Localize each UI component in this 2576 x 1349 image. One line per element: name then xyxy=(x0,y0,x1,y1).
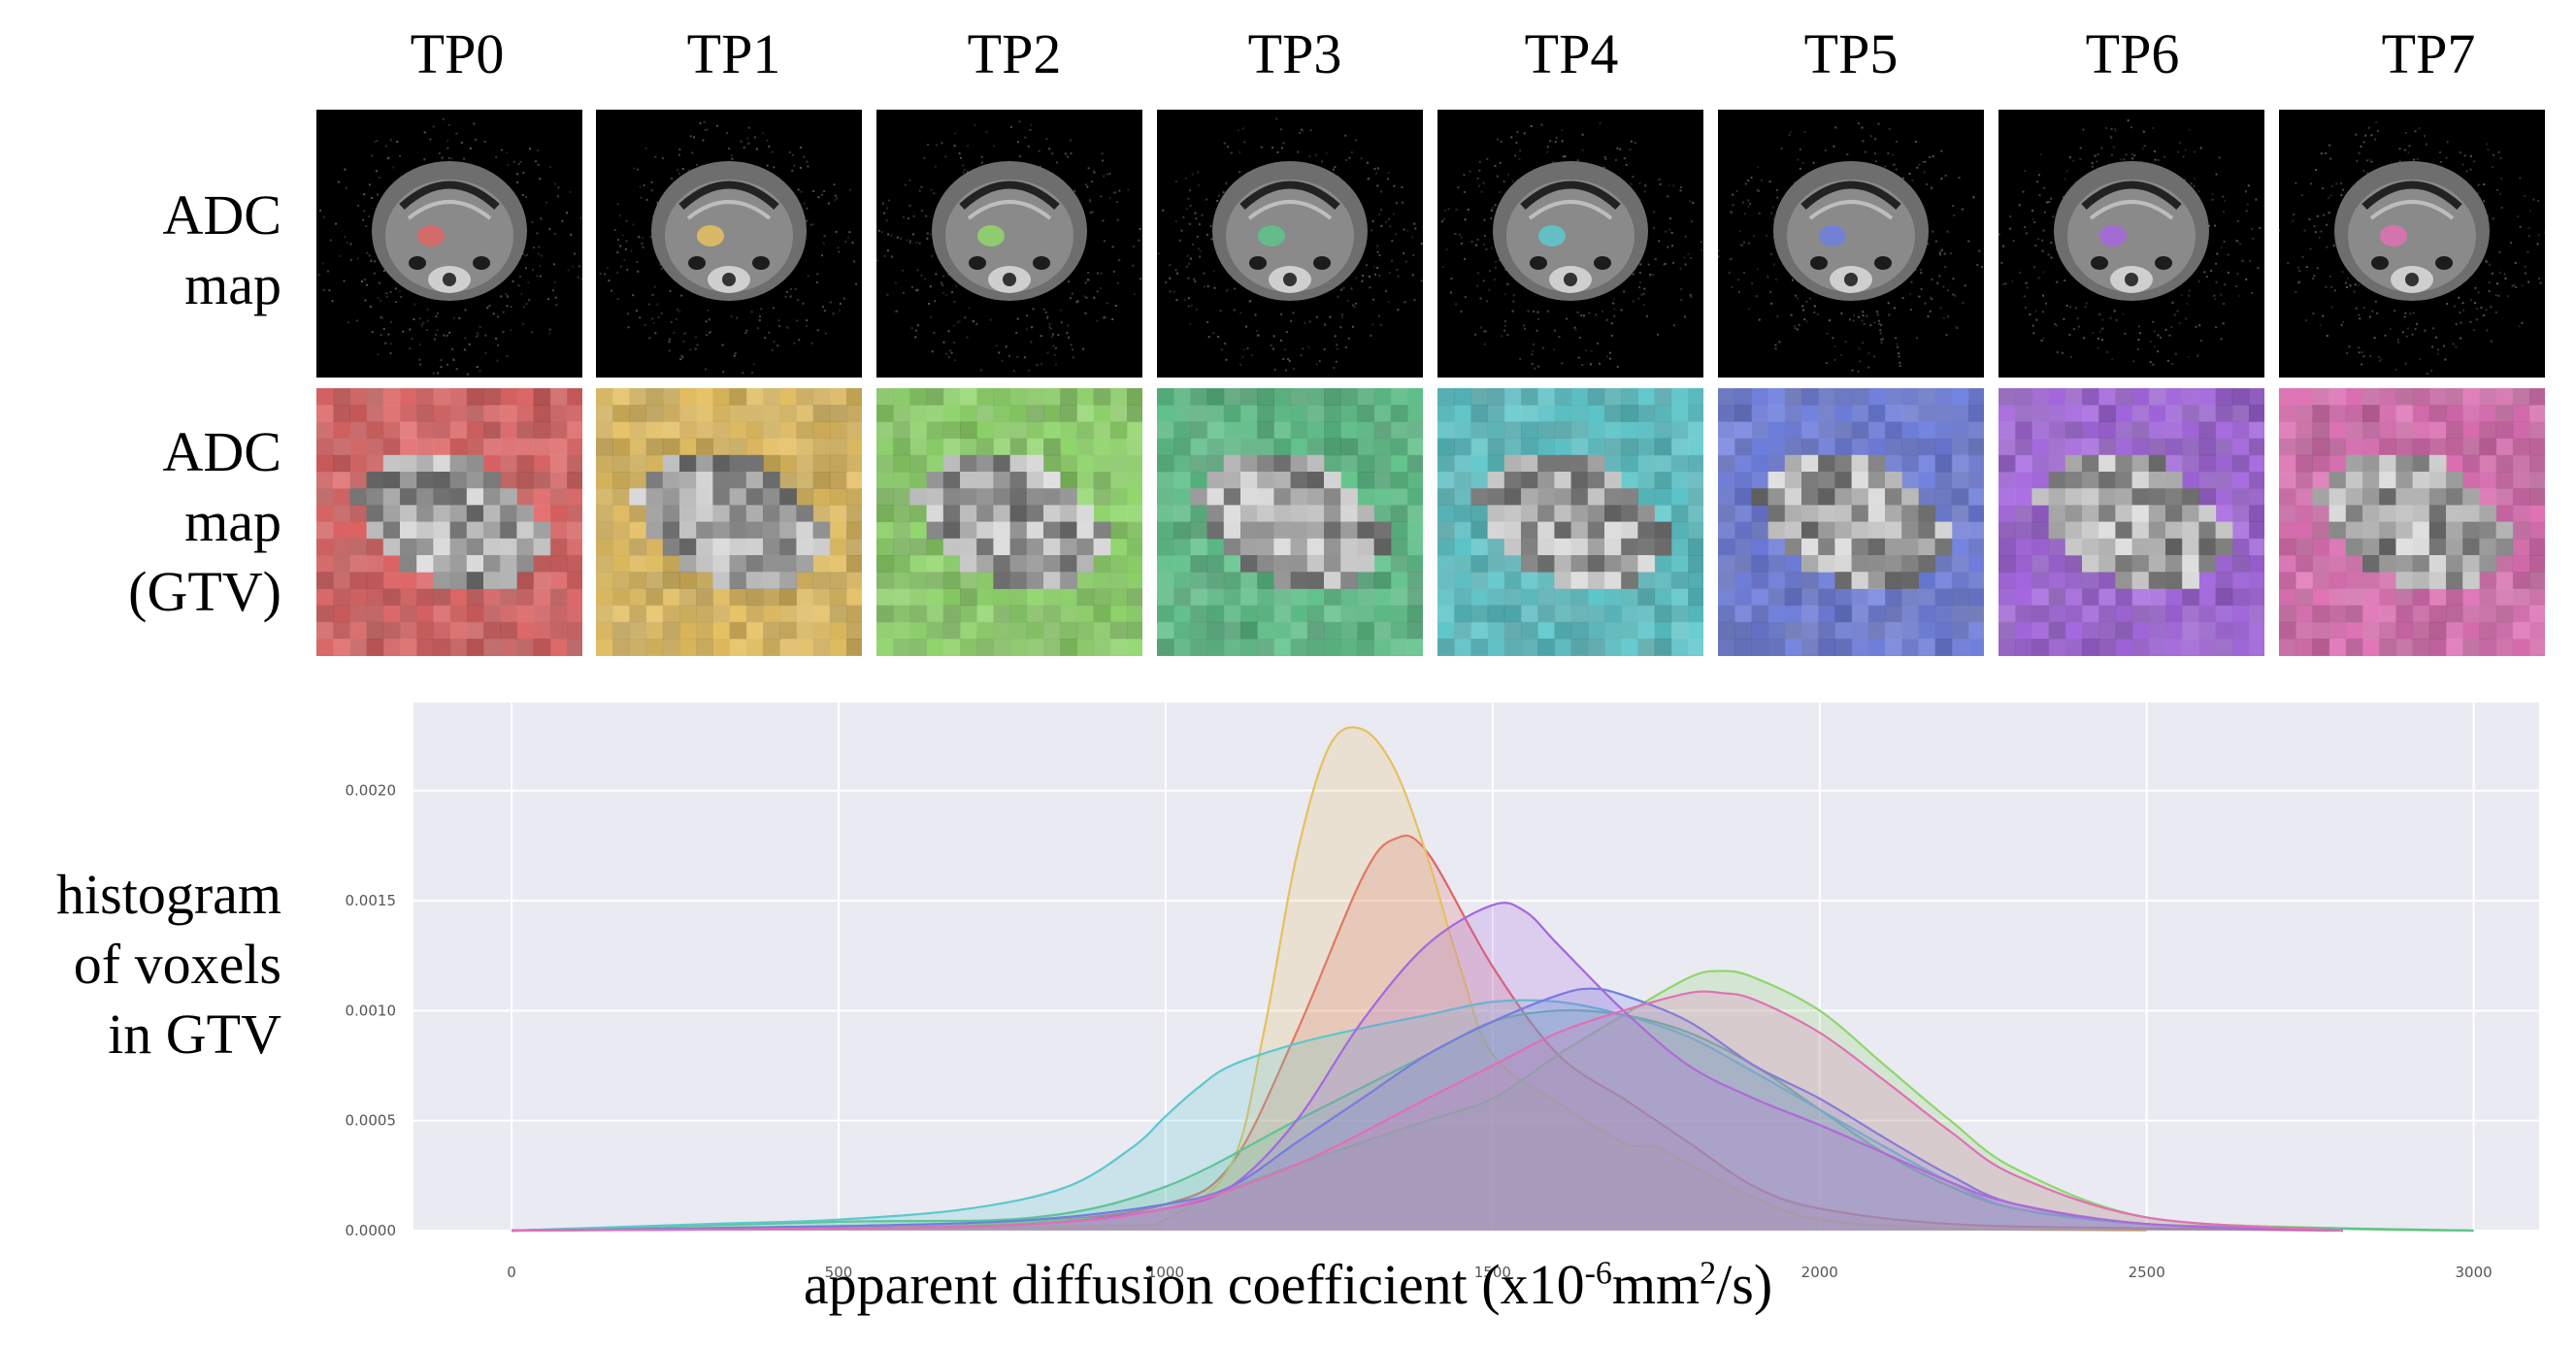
line-tp7 xyxy=(512,990,2343,1233)
tp-label-1: TP1 xyxy=(686,22,781,85)
x-axis-label: apparent diffusion coefficient (x10-6mm2… xyxy=(0,1252,2576,1317)
x-tick-label: 500 xyxy=(825,1264,853,1281)
y-tick-label: 0.0005 xyxy=(346,1112,397,1130)
x-tick-label: 2000 xyxy=(1801,1264,1838,1281)
area-tp0 xyxy=(512,836,2343,1231)
row-label-histogram: histogram of voxels in GTV xyxy=(56,860,281,1069)
area-tp4 xyxy=(512,1000,2343,1231)
adc-scan-tp3 xyxy=(1157,110,1423,378)
x-tick-label: 0 xyxy=(507,1264,516,1281)
adc-gtv-tp3 xyxy=(1157,388,1423,656)
tp-label-7: TP7 xyxy=(2381,22,2476,85)
area-tp6 xyxy=(512,903,2343,1231)
row-label-adc-line1: ADC xyxy=(162,183,281,247)
x-axis-label-exp1: -6 xyxy=(1584,1255,1612,1292)
adc-scan-tp7 xyxy=(2279,110,2545,378)
line-tp2 xyxy=(512,970,2474,1233)
area-tp1 xyxy=(512,727,2147,1231)
y-tick-label: 0.0000 xyxy=(346,1222,397,1239)
row-label-hist-line3: in GTV xyxy=(108,1003,281,1066)
row-label-hist-line2: of voxels xyxy=(73,933,281,996)
tp-label-6: TP6 xyxy=(2085,22,2180,85)
adc-scan-tp1 xyxy=(596,110,862,378)
x-axis-label-exp2: 2 xyxy=(1700,1255,1717,1292)
adc-gtv-tp0 xyxy=(316,388,582,656)
row-label-adc-map-gtv: ADC map (GTV) xyxy=(128,417,281,627)
y-tick-label: 0.0020 xyxy=(346,782,397,800)
adc-gtv-tp5 xyxy=(1718,388,1984,656)
adc-scan-tp0 xyxy=(316,110,582,378)
adc-scan-tp4 xyxy=(1437,110,1703,378)
x-axis-label-mid: mm xyxy=(1611,1253,1701,1316)
x-tick-label: 3000 xyxy=(2456,1264,2493,1281)
line-tp1 xyxy=(512,726,2147,1233)
tp-label-4: TP4 xyxy=(1524,22,1619,85)
area-tp5 xyxy=(512,988,2343,1231)
tp-label-0: TP0 xyxy=(410,22,505,85)
x-tick-label: 1500 xyxy=(1474,1264,1511,1281)
x-axis-label-main: apparent diffusion coefficient (x10 xyxy=(803,1253,1585,1316)
row-label-gtv-line2: map xyxy=(184,490,281,553)
adc-gtv-tp6 xyxy=(1998,388,2264,656)
adc-gtv-tp1 xyxy=(596,388,862,656)
tp-label-5: TP5 xyxy=(1803,22,1899,85)
area-tp2 xyxy=(512,971,2474,1231)
row-label-gtv-line1: ADC xyxy=(162,420,281,483)
adc-scan-tp6 xyxy=(1998,110,2264,378)
x-axis-label-end: /s) xyxy=(1716,1253,1773,1316)
y-tick-label: 0.0015 xyxy=(346,892,397,909)
adc-scan-tp5 xyxy=(1718,110,1984,378)
tp-label-2: TP2 xyxy=(967,22,1062,85)
area-tp7 xyxy=(512,991,2343,1231)
row-label-gtv-line3: (GTV) xyxy=(128,560,281,623)
row-label-adc-map: ADC map xyxy=(163,181,281,320)
x-tick-label: 1000 xyxy=(1147,1264,1184,1281)
row-label-hist-line1: histogram xyxy=(56,863,281,926)
line-tp5 xyxy=(512,987,2343,1233)
tp-label-3: TP3 xyxy=(1247,22,1342,85)
y-tick-label: 0.0010 xyxy=(346,1002,397,1019)
adc-gtv-tp2 xyxy=(876,388,1142,656)
adc-gtv-tp4 xyxy=(1437,388,1703,656)
x-tick-label: 2500 xyxy=(2129,1264,2165,1281)
row-label-adc-line2: map xyxy=(184,253,281,316)
area-tp3 xyxy=(512,1010,2474,1231)
adc-gtv-tp7 xyxy=(2279,388,2545,656)
adc-scan-tp2 xyxy=(876,110,1142,378)
